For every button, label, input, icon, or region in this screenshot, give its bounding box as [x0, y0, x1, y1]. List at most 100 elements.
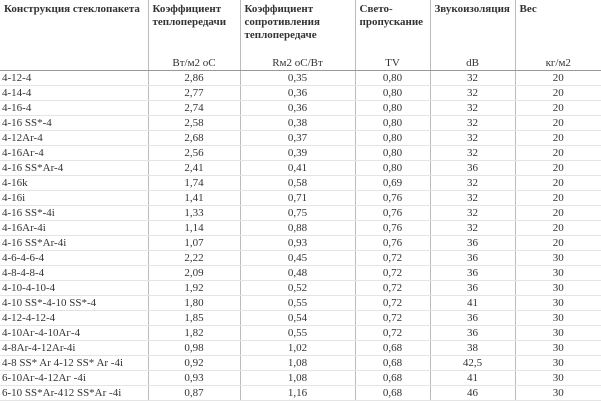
value-cell: 20 — [514, 85, 601, 101]
value-cell: 46 — [429, 385, 515, 401]
value-cell: 36 — [429, 280, 515, 296]
value-cell: 32 — [429, 145, 515, 161]
value-cell: 20 — [514, 100, 601, 116]
unit-cell — [0, 55, 148, 71]
table-row: 4-16 SS*-4i 1,33 0,75 0,76 32 20 — [0, 205, 601, 221]
value-cell: 32 — [429, 100, 515, 116]
units-row: Вт/м2 оС Rм2 оС/Вт TV dB кг/м2 — [0, 55, 601, 71]
value-cell: 0,55 — [239, 325, 355, 341]
value-cell: 2,22 — [147, 250, 240, 266]
table-row: 4-6-4-6-4 2,22 0,45 0,72 36 30 — [0, 250, 601, 266]
table-row: 4-8-4-8-4 2,09 0,48 0,72 36 30 — [0, 265, 601, 281]
construction-cell: 4-12-4 — [0, 70, 148, 86]
unit-cell: Вт/м2 оС — [147, 55, 240, 71]
construction-cell: 4-16Ar-4i — [0, 220, 148, 236]
value-cell: 30 — [514, 385, 601, 401]
value-cell: 41 — [429, 370, 515, 386]
value-cell: 36 — [429, 250, 515, 266]
construction-cell: 4-14-4 — [0, 85, 148, 101]
value-cell: 0,55 — [239, 295, 355, 311]
value-cell: 0,72 — [354, 265, 430, 281]
value-cell: 0,76 — [354, 190, 430, 206]
table-row: 4-16 SS*Ar-4i 1,07 0,93 0,76 36 20 — [0, 235, 601, 251]
value-cell: 2,41 — [147, 160, 240, 176]
value-cell: 1,41 — [147, 190, 240, 206]
table-row: 4-10 SS*-4-10 SS*-4 1,80 0,55 0,72 41 30 — [0, 295, 601, 311]
value-cell: 30 — [514, 325, 601, 341]
table-row: 4-16-4 2,74 0,36 0,80 32 20 — [0, 100, 601, 116]
value-cell: 1,08 — [239, 370, 355, 386]
table-row: 4-12-4 2,86 0,35 0,80 32 20 — [0, 70, 601, 86]
header-row: Конструкция стеклопакета Коэффициент тепл… — [0, 0, 601, 55]
value-cell: 32 — [429, 70, 515, 86]
table-row: 4-8 SS* Ar 4-12 SS* Ar -4i 0,92 1,08 0,68 42… — [0, 355, 601, 371]
value-cell: 0,68 — [354, 355, 430, 371]
value-cell: 0,36 — [239, 100, 355, 116]
construction-cell: 4-12Ar-4 — [0, 130, 148, 146]
value-cell: 0,80 — [354, 85, 430, 101]
value-cell: 0,54 — [239, 310, 355, 326]
value-cell: 0,92 — [147, 355, 240, 371]
value-cell: 0,72 — [354, 250, 430, 266]
unit-cell: TV — [354, 55, 430, 71]
value-cell: 0,80 — [354, 130, 430, 146]
value-cell: 0,58 — [239, 175, 355, 191]
construction-cell: 4-10Аг-4-10Аг-4 — [0, 325, 148, 341]
value-cell: 2,09 — [147, 265, 240, 281]
value-cell: 20 — [514, 145, 601, 161]
table-row: 4-12-4-12-4 1,85 0,54 0,72 36 30 — [0, 310, 601, 326]
value-cell: 20 — [514, 235, 601, 251]
value-cell: 20 — [514, 175, 601, 191]
value-cell: 30 — [514, 250, 601, 266]
value-cell: 30 — [514, 265, 601, 281]
value-cell: 30 — [514, 370, 601, 386]
table-row: 4-8Ar-4-12Ar-4i 0,98 1,02 0,68 38 30 — [0, 340, 601, 356]
value-cell: 0,36 — [239, 85, 355, 101]
value-cell: 0,80 — [354, 100, 430, 116]
construction-cell: 4-10 SS*-4-10 SS*-4 — [0, 295, 148, 311]
value-cell: 1,08 — [239, 355, 355, 371]
value-cell: 38 — [429, 340, 515, 356]
construction-cell: 4-12-4-12-4 — [0, 310, 148, 326]
construction-cell: 4-16i — [0, 190, 148, 206]
value-cell: 2,56 — [147, 145, 240, 161]
construction-cell: 4-16Аг-4 — [0, 145, 148, 161]
value-cell: 0,68 — [354, 385, 430, 401]
construction-cell: 4-16 SS*Ar-4i — [0, 235, 148, 251]
value-cell: 32 — [429, 190, 515, 206]
value-cell: 32 — [429, 115, 515, 131]
value-cell: 41 — [429, 295, 515, 311]
value-cell: 2,58 — [147, 115, 240, 131]
value-cell: 0,76 — [354, 235, 430, 251]
table-row: 6-10Аг-4-12Аг -4i 0,93 1,08 0,68 41 30 — [0, 370, 601, 386]
value-cell: 1,16 — [239, 385, 355, 401]
value-cell: 36 — [429, 160, 515, 176]
table-row: 4-10-4-10-4 1,92 0,52 0,72 36 30 — [0, 280, 601, 296]
table-row: 4-16i 1,41 0,71 0,76 32 20 — [0, 190, 601, 206]
value-cell: 30 — [514, 310, 601, 326]
construction-cell: 6-10 SS*Ar-412 SS*Ar -4i — [0, 385, 148, 401]
column-header: Звукоизоляция — [429, 0, 515, 55]
unit-cell: Rм2 оС/Вт — [239, 55, 355, 71]
value-cell: 36 — [429, 325, 515, 341]
construction-cell: 4-8Ar-4-12Ar-4i — [0, 340, 148, 356]
value-cell: 0,88 — [239, 220, 355, 236]
construction-cell: 4-16 SS*-4i — [0, 205, 148, 221]
value-cell: 1,14 — [147, 220, 240, 236]
table-row: 4-12Ar-4 2,68 0,37 0,80 32 20 — [0, 130, 601, 146]
construction-cell: 4-16 SS*-4 — [0, 115, 148, 131]
value-cell: 36 — [429, 310, 515, 326]
value-cell: 0,80 — [354, 70, 430, 86]
value-cell: 30 — [514, 355, 601, 371]
value-cell: 20 — [514, 70, 601, 86]
value-cell: 0,72 — [354, 325, 430, 341]
column-header: Свето-пропускание — [354, 0, 430, 55]
value-cell: 30 — [514, 295, 601, 311]
value-cell: 30 — [514, 280, 601, 296]
table-row: 4-14-4 2,77 0,36 0,80 32 20 — [0, 85, 601, 101]
value-cell: 1,33 — [147, 205, 240, 221]
value-cell: 0,35 — [239, 70, 355, 86]
unit-cell: кг/м2 — [514, 55, 601, 71]
